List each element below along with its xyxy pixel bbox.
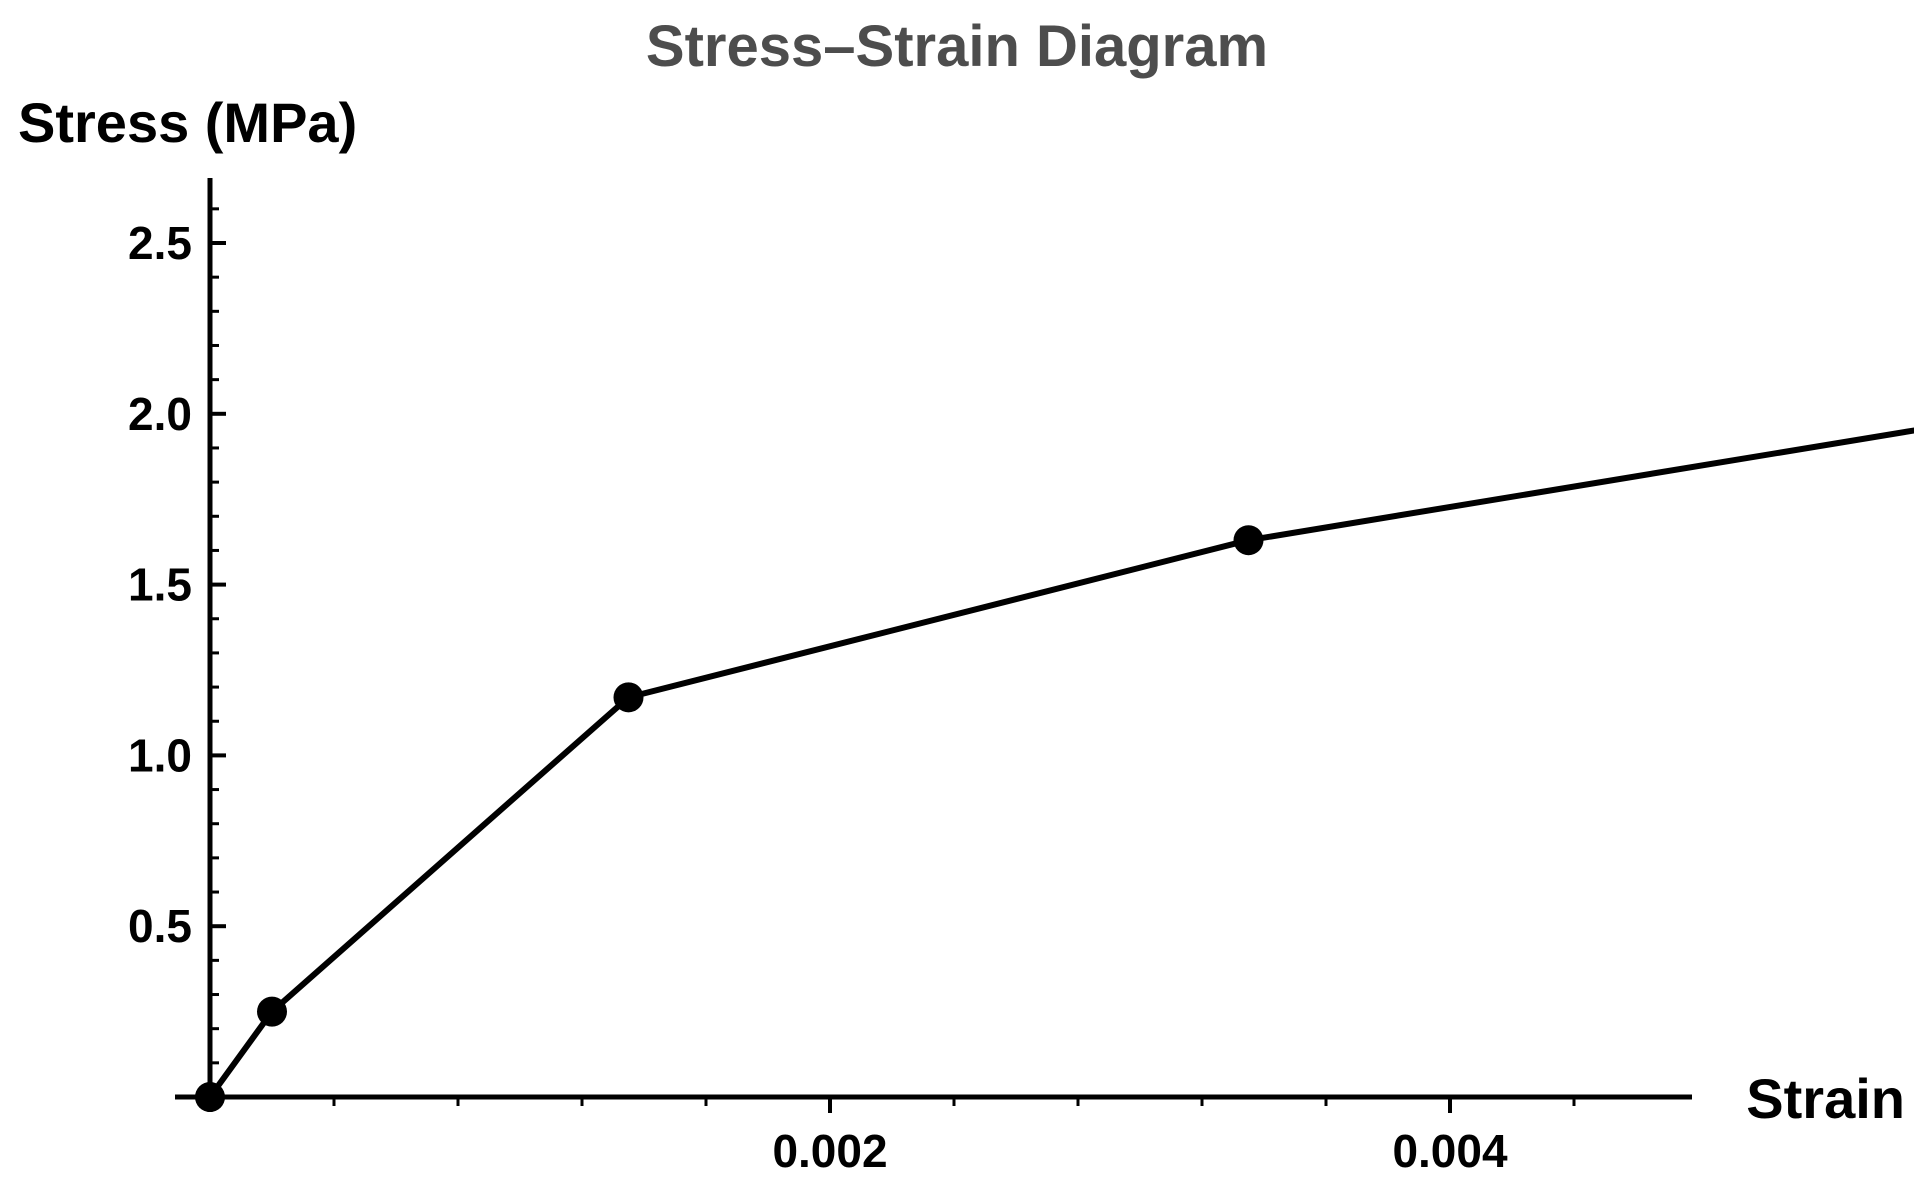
data-point (257, 996, 287, 1027)
y-axis-ticks: 0.5 1.0 1.5 2.0 2.5 (128, 207, 226, 1065)
y-tick-label: 1.0 (128, 729, 192, 781)
data-point (1233, 525, 1264, 556)
x-tick-label: 0.004 (1392, 1125, 1508, 1177)
series-line (207, 427, 1914, 1100)
x-tick-label: 0.002 (772, 1125, 887, 1177)
data-point (613, 682, 644, 713)
y-axis-label: Stress (MPa) (18, 91, 357, 154)
y-tick-label: 0.5 (128, 900, 192, 952)
data-series (195, 427, 1914, 1112)
data-point (195, 1082, 225, 1112)
y-tick-label: 1.5 (128, 559, 192, 611)
axes (175, 178, 1692, 1112)
y-tick-label: 2.5 (128, 217, 192, 269)
x-axis-label: Strain (1746, 1067, 1905, 1130)
chart-title: Stress–Strain Diagram (646, 14, 1268, 79)
y-tick-label: 2.0 (128, 388, 192, 440)
